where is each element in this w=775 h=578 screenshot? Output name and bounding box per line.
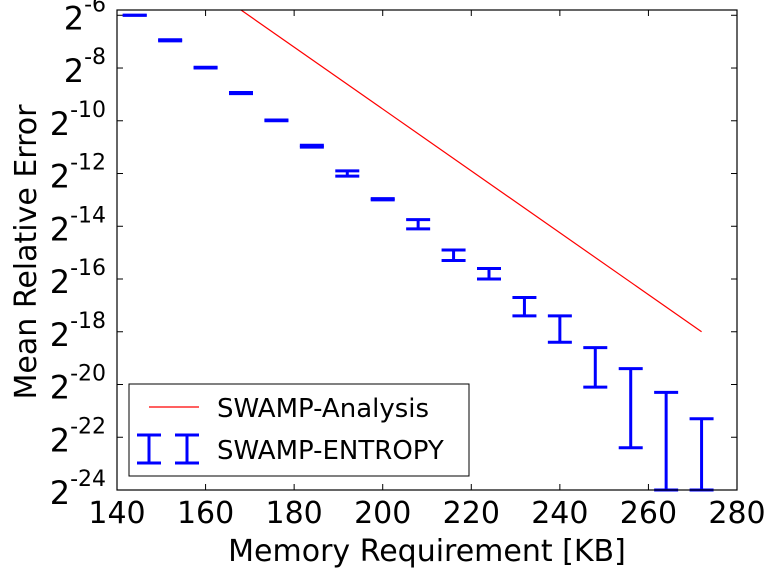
x-tick-label: 140 — [88, 496, 145, 531]
x-tick-label: 180 — [266, 496, 323, 531]
errorbar-point — [264, 118, 289, 123]
y-tick-label-base: 2 — [64, 52, 84, 90]
errorbar-point — [512, 295, 537, 318]
y-axis-title: Mean Relative Error — [9, 104, 44, 400]
y-tick-labels: 2-62-82-102-122-142-162-182-202-222-24 — [50, 0, 106, 512]
errorbar-point — [583, 346, 608, 389]
errorbar-point — [441, 248, 466, 263]
y-tick-label: 2-10 — [50, 98, 106, 143]
y-tick-label-base: 2 — [50, 263, 70, 301]
y-tick-label: 2-12 — [50, 151, 106, 196]
y-tick-label-exponent: -18 — [70, 309, 106, 334]
y-tick-label-base: 2 — [50, 369, 70, 407]
legend-errorbar-icon — [137, 433, 199, 465]
x-axis-title: Memory Requirement [KB] — [228, 534, 626, 569]
y-tick-label-base: 2 — [64, 0, 84, 37]
x-tick-label: 240 — [531, 496, 588, 531]
y-tick-label-exponent: -16 — [70, 256, 106, 281]
errorbar-point — [654, 390, 679, 492]
y-tick-label: 2-24 — [50, 467, 106, 512]
y-tick-label-exponent: -24 — [70, 467, 106, 492]
y-tick-label: 2-14 — [50, 203, 106, 248]
errorbar-point — [370, 197, 395, 202]
y-tick-label-base: 2 — [50, 158, 70, 196]
y-tick-label-base: 2 — [50, 474, 70, 512]
x-tick-label: 280 — [708, 496, 765, 531]
y-tick-label-exponent: -12 — [70, 151, 106, 176]
legend-label-swamp-analysis: SWAMP-Analysis — [217, 394, 429, 424]
errorbar-point — [406, 218, 431, 231]
y-tick-label: 2-16 — [50, 256, 106, 301]
y-tick-label-exponent: -8 — [84, 45, 106, 70]
y-tick-label-base: 2 — [50, 210, 70, 248]
y-tick-label-exponent: -22 — [70, 414, 106, 439]
errorbar-point — [335, 169, 360, 178]
x-tick-label: 220 — [443, 496, 500, 531]
errorbar-point — [158, 38, 183, 43]
y-tick-label-base: 2 — [50, 316, 70, 354]
y-tick-label: 2-8 — [64, 45, 106, 90]
y-tick-label: 2-18 — [50, 309, 106, 354]
y-tick-label: 2-22 — [50, 414, 106, 459]
x-tick-label: 160 — [177, 496, 234, 531]
x-tick-labels: 140 160 180 200 220 240 260 280 — [88, 496, 765, 531]
errorbar-point — [547, 314, 572, 344]
legend: SWAMP-Analysis SWAMP-ENTROPY — [128, 383, 470, 477]
legend-label-swamp-entropy: SWAMP-ENTROPY — [217, 436, 444, 466]
tick-marks — [116, 10, 738, 491]
errorbar-point — [229, 91, 253, 96]
series-line-swamp-analysis — [240, 9, 702, 333]
y-tick-label-exponent: -14 — [70, 203, 106, 228]
y-tick-label: 2-20 — [50, 362, 106, 407]
x-tick-label: 200 — [354, 496, 411, 531]
plot-area-frame — [116, 9, 738, 491]
y-tick-label-exponent: -10 — [70, 98, 106, 123]
y-tick-label-exponent: -6 — [84, 0, 106, 17]
errorbar-point — [477, 266, 501, 281]
errorbar-point — [299, 143, 324, 149]
y-tick-label-base: 2 — [50, 105, 70, 143]
y-tick-label: 2-6 — [64, 0, 106, 37]
errorbar-point — [618, 367, 643, 450]
y-tick-label-exponent: -20 — [70, 362, 106, 387]
x-tick-label: 260 — [620, 496, 677, 531]
errorbar-point — [193, 65, 218, 70]
y-tick-label-base: 2 — [50, 421, 70, 459]
errorbar-point — [689, 417, 714, 492]
